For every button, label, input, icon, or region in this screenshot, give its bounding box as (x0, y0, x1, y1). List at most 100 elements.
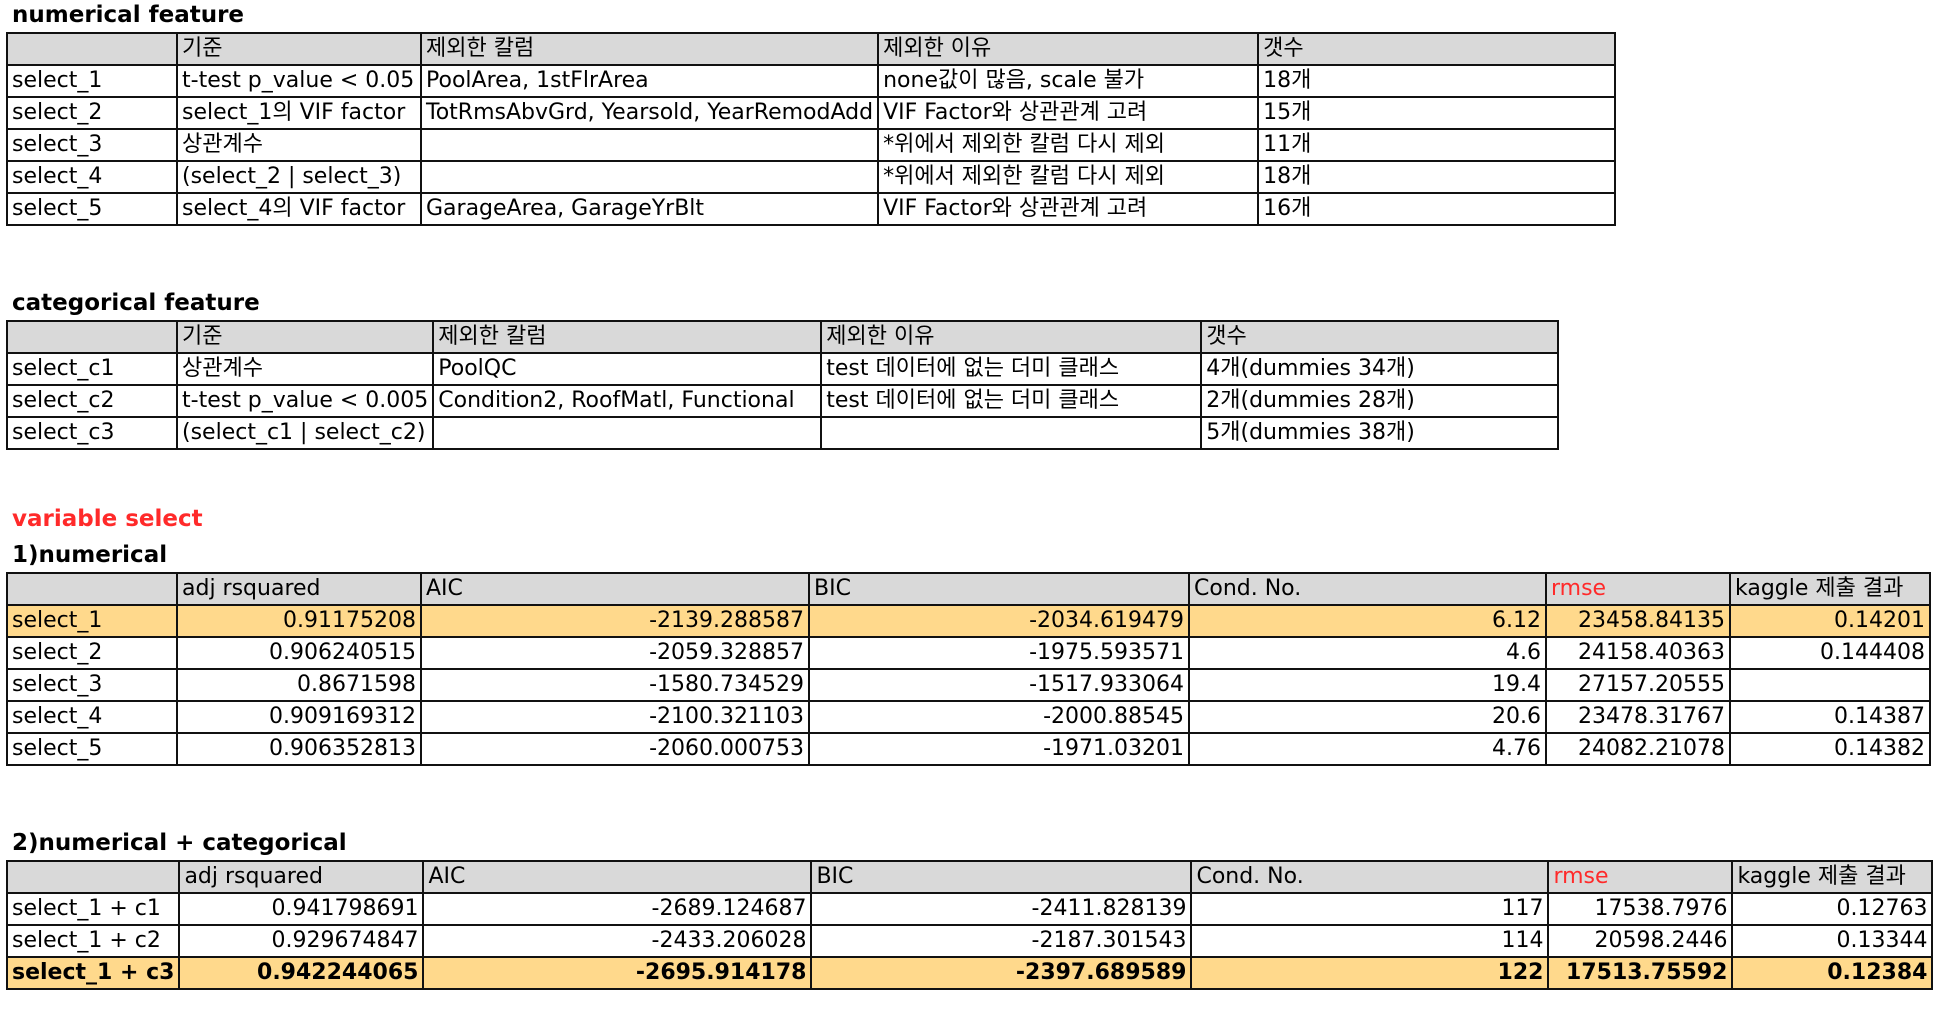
table-cell[interactable]: 6.12 (1188, 604, 1547, 638)
header-cell[interactable]: 제외한 칼럼 (419, 32, 880, 66)
table-cell[interactable]: TotRmsAbvGrd, Yearsold, YearRemodAdd (419, 96, 880, 130)
table-cell[interactable]: 0.8671598 (176, 668, 422, 702)
header-cell[interactable]: 기준 (175, 320, 435, 354)
table-cell[interactable]: VIF Factor와 상관관계 고려 (877, 192, 1260, 226)
table-cell[interactable]: select_2 (6, 96, 178, 130)
header-cell-rmse[interactable]: rmse (1547, 860, 1734, 894)
table-cell[interactable]: -2397.689589 (810, 956, 1193, 990)
table-cell[interactable]: 5개(dummies 38개) (1200, 416, 1560, 450)
table-cell[interactable]: 0.906240515 (176, 636, 422, 670)
table-cell[interactable]: 0.929674847 (178, 924, 425, 958)
table-cell[interactable]: 11개 (1257, 128, 1617, 162)
table-cell[interactable] (419, 160, 880, 194)
table-cell[interactable]: 4.6 (1188, 636, 1547, 670)
table-cell[interactable]: 24158.40363 (1545, 636, 1731, 670)
table-cell[interactable]: 20598.2446 (1547, 924, 1734, 958)
table-cell[interactable]: VIF Factor와 상관관계 고려 (877, 96, 1260, 130)
header-cell[interactable]: 갯수 (1200, 320, 1560, 354)
table-cell[interactable]: select_4의 VIF factor (176, 192, 422, 226)
header-cell[interactable]: 제외한 이유 (820, 320, 1203, 354)
table-cell[interactable]: -1971.03201 (808, 732, 1190, 766)
table-cell[interactable]: 0.91175208 (176, 604, 422, 638)
table-cell[interactable]: -2139.288587 (420, 604, 810, 638)
table-cell[interactable]: -1975.593571 (808, 636, 1190, 670)
table-cell[interactable]: GarageArea, GarageYrBlt (419, 192, 880, 226)
table-cell[interactable]: 0.14387 (1729, 700, 1931, 734)
table-cell[interactable]: -1517.933064 (808, 668, 1190, 702)
table-cell[interactable] (1729, 668, 1931, 702)
table-cell[interactable]: -2695.914178 (422, 956, 813, 990)
table-cell[interactable]: select_1의 VIF factor (176, 96, 422, 130)
table-cell[interactable]: 상관계수 (175, 352, 435, 386)
table-cell[interactable]: 20.6 (1188, 700, 1547, 734)
header-cell[interactable]: 갯수 (1257, 32, 1617, 66)
table-cell[interactable]: PoolQC (432, 352, 823, 386)
table-cell[interactable]: *위에서 제외한 칼럼 다시 제외 (877, 160, 1260, 194)
table-cell[interactable]: t-test p_value < 0.005 (175, 384, 435, 418)
table-cell[interactable]: 17538.7976 (1547, 892, 1734, 926)
table-cell[interactable]: 4개(dummies 34개) (1200, 352, 1560, 386)
table-cell[interactable]: -2100.321103 (420, 700, 810, 734)
header-cell[interactable]: BIC (810, 860, 1193, 894)
table-cell[interactable]: 114 (1190, 924, 1550, 958)
table-cell[interactable]: PoolArea, 1stFlrArea (419, 64, 880, 98)
header-cell[interactable]: BIC (808, 572, 1190, 606)
table-cell[interactable]: 18개 (1257, 64, 1617, 98)
header-cell[interactable]: kaggle 제출 결과 (1731, 860, 1934, 894)
table-cell[interactable]: select_5 (6, 732, 178, 766)
table-cell[interactable]: 23478.31767 (1545, 700, 1731, 734)
table-cell[interactable]: select_1 + c2 (5, 924, 181, 958)
header-cell[interactable]: 기준 (176, 32, 422, 66)
table-cell[interactable] (419, 128, 880, 162)
table-cell[interactable] (432, 416, 823, 450)
table-cell[interactable]: select_1 + c1 (5, 892, 181, 926)
table-cell[interactable]: 17513.75592 (1547, 956, 1734, 990)
table-cell[interactable]: 117 (1190, 892, 1550, 926)
table-cell[interactable]: select_c2 (6, 384, 178, 418)
table-cell[interactable]: select_2 (6, 636, 178, 670)
table-cell[interactable]: *위에서 제외한 칼럼 다시 제외 (877, 128, 1260, 162)
table-cell[interactable]: -2689.124687 (422, 892, 813, 926)
header-cell[interactable]: 제외한 칼럼 (432, 320, 823, 354)
table-cell[interactable]: select_3 (6, 668, 178, 702)
table-cell[interactable]: 122 (1190, 956, 1550, 990)
table-cell[interactable]: test 데이터에 없는 더미 클래스 (820, 352, 1203, 386)
table-cell[interactable]: 0.12384 (1731, 956, 1934, 990)
table-cell[interactable]: 0.906352813 (176, 732, 422, 766)
table-cell[interactable]: -2433.206028 (422, 924, 813, 958)
table-cell[interactable]: (select_2 | select_3) (176, 160, 422, 194)
table-cell[interactable]: -2000.88545 (808, 700, 1190, 734)
header-cell[interactable] (6, 32, 178, 66)
table-cell[interactable]: select_4 (6, 160, 178, 194)
table-cell[interactable]: select_c3 (6, 416, 178, 450)
header-cell[interactable]: AIC (422, 860, 813, 894)
table-cell[interactable]: 0.144408 (1729, 636, 1931, 670)
header-cell[interactable]: kaggle 제출 결과 (1729, 572, 1931, 606)
table-cell[interactable]: select_5 (6, 192, 178, 226)
table-cell[interactable]: 18개 (1257, 160, 1617, 194)
table-cell[interactable]: 4.76 (1188, 732, 1547, 766)
table-cell[interactable]: select_1 (6, 604, 178, 638)
header-cell[interactable]: adj rsquared (176, 572, 422, 606)
table-cell[interactable]: 0.14382 (1729, 732, 1931, 766)
table-cell[interactable]: test 데이터에 없는 더미 클래스 (820, 384, 1203, 418)
table-cell[interactable]: 상관계수 (176, 128, 422, 162)
header-cell[interactable]: AIC (420, 572, 810, 606)
table-cell[interactable]: 23458.84135 (1545, 604, 1731, 638)
table-cell[interactable]: 0.941798691 (178, 892, 425, 926)
table-cell[interactable]: (select_c1 | select_c2) (175, 416, 435, 450)
table-cell[interactable]: 15개 (1257, 96, 1617, 130)
header-cell[interactable] (5, 860, 181, 894)
header-cell[interactable]: Cond. No. (1190, 860, 1550, 894)
table-cell[interactable]: select_4 (6, 700, 178, 734)
table-cell[interactable]: 2개(dummies 28개) (1200, 384, 1560, 418)
table-cell[interactable]: t-test p_value < 0.05 (176, 64, 422, 98)
table-cell[interactable]: 0.14201 (1729, 604, 1931, 638)
table-cell[interactable]: select_1 (6, 64, 178, 98)
header-cell-rmse[interactable]: rmse (1545, 572, 1731, 606)
table-cell[interactable]: -2034.619479 (808, 604, 1190, 638)
table-cell[interactable]: 19.4 (1188, 668, 1547, 702)
table-cell[interactable]: select_c1 (6, 352, 178, 386)
table-cell[interactable]: none값이 많음, scale 불가 (877, 64, 1260, 98)
header-cell[interactable]: Cond. No. (1188, 572, 1547, 606)
